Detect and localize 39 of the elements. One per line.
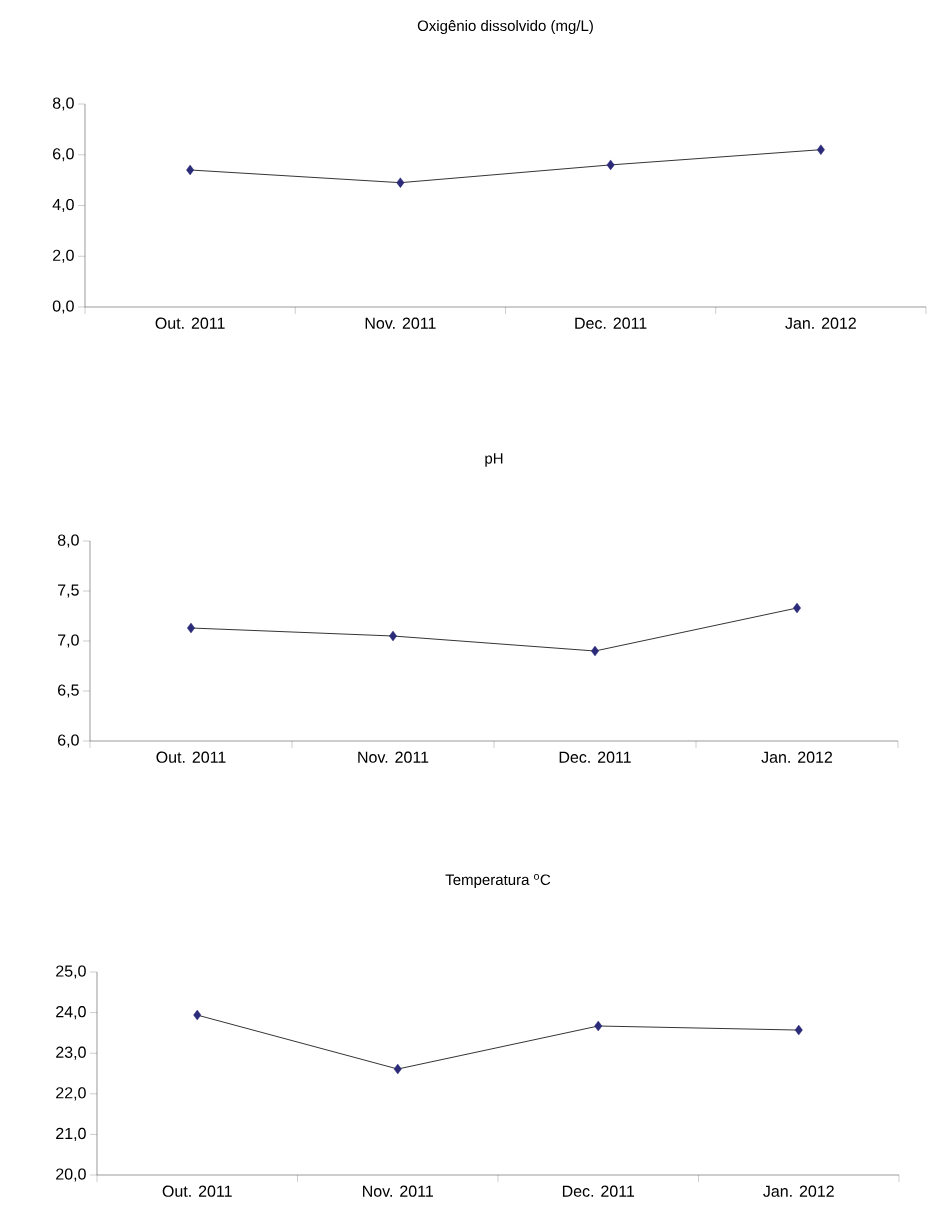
point <box>396 177 405 188</box>
y-tick-label: 6,5 <box>58 684 79 698</box>
x-tick-label: Jan. 2012 <box>785 317 856 329</box>
point <box>794 1024 803 1036</box>
chart-title: Temperatura $^{o}$C <box>445 874 551 888</box>
chart-title: Oxigênio dissolvido (mg/L) <box>417 20 593 35</box>
y-tick-label: 21,0 <box>56 1127 86 1142</box>
point <box>186 164 195 176</box>
y-tick-label: 22,0 <box>56 1087 86 1101</box>
x-tick-label: Dec. 2011 <box>562 1185 635 1197</box>
y-tick-label: 2,0 <box>53 249 74 263</box>
point <box>816 144 825 155</box>
y-tick-label: 0,0 <box>52 300 74 314</box>
chart-title: pH <box>485 453 503 467</box>
x-tick-label: Dec. 2011 <box>575 317 647 329</box>
y-tick-label: 20,0 <box>56 1168 86 1182</box>
y-tick-label: 23,0 <box>56 1046 86 1060</box>
y-tick-label: 4,0 <box>52 198 74 213</box>
point <box>606 159 615 171</box>
y-tick-label: 6,0 <box>58 734 79 748</box>
y-tick-label: 24,0 <box>56 1006 86 1020</box>
point <box>393 1063 402 1075</box>
x-tick-label: Out. 2011 <box>155 317 225 329</box>
y-tick-label: 8,0 <box>52 97 74 111</box>
x-tick-label: Nov. 2011 <box>365 317 436 329</box>
point <box>594 1020 603 1032</box>
x-tick-label: Dec. 2011 <box>559 751 631 763</box>
x-tick-label: Out. 2011 <box>156 751 226 763</box>
y-tick-label: 8,0 <box>57 534 79 548</box>
y-tick-label: 7,0 <box>58 634 79 648</box>
x-tick-label: Nov. 2011 <box>363 1185 433 1197</box>
y-tick-label: 25,0 <box>56 965 86 979</box>
y-tick-label: 6,0 <box>53 148 74 162</box>
x-tick-label: Out. 2011 <box>162 1185 232 1197</box>
x-tick-label: Nov. 2011 <box>358 751 429 763</box>
y-tick-label: 7,5 <box>58 584 79 598</box>
x-tick-label: Jan. 2012 <box>761 751 833 763</box>
x-tick-label: Jan. 2012 <box>763 1185 834 1197</box>
point <box>193 1009 202 1021</box>
